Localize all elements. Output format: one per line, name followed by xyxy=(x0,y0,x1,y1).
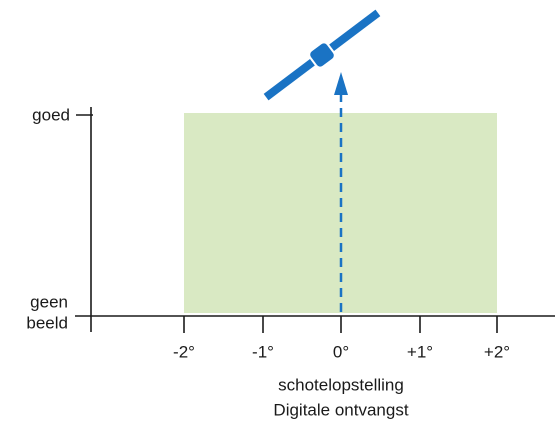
y-label: geen xyxy=(30,292,68,311)
x-label: 0° xyxy=(333,342,349,361)
y-label: beeld xyxy=(26,313,68,332)
axis-title: schotelopstelling xyxy=(278,375,404,394)
x-label: -2° xyxy=(173,342,195,361)
arrow-head xyxy=(334,72,348,95)
y-label: goed xyxy=(32,105,70,124)
x-label: +2° xyxy=(484,342,510,361)
x-label: +1° xyxy=(407,342,433,361)
satellite-body xyxy=(308,41,336,69)
satellite xyxy=(263,9,381,101)
x-label: -1° xyxy=(252,342,274,361)
axis-title: Digitale ontvangst xyxy=(273,400,408,419)
